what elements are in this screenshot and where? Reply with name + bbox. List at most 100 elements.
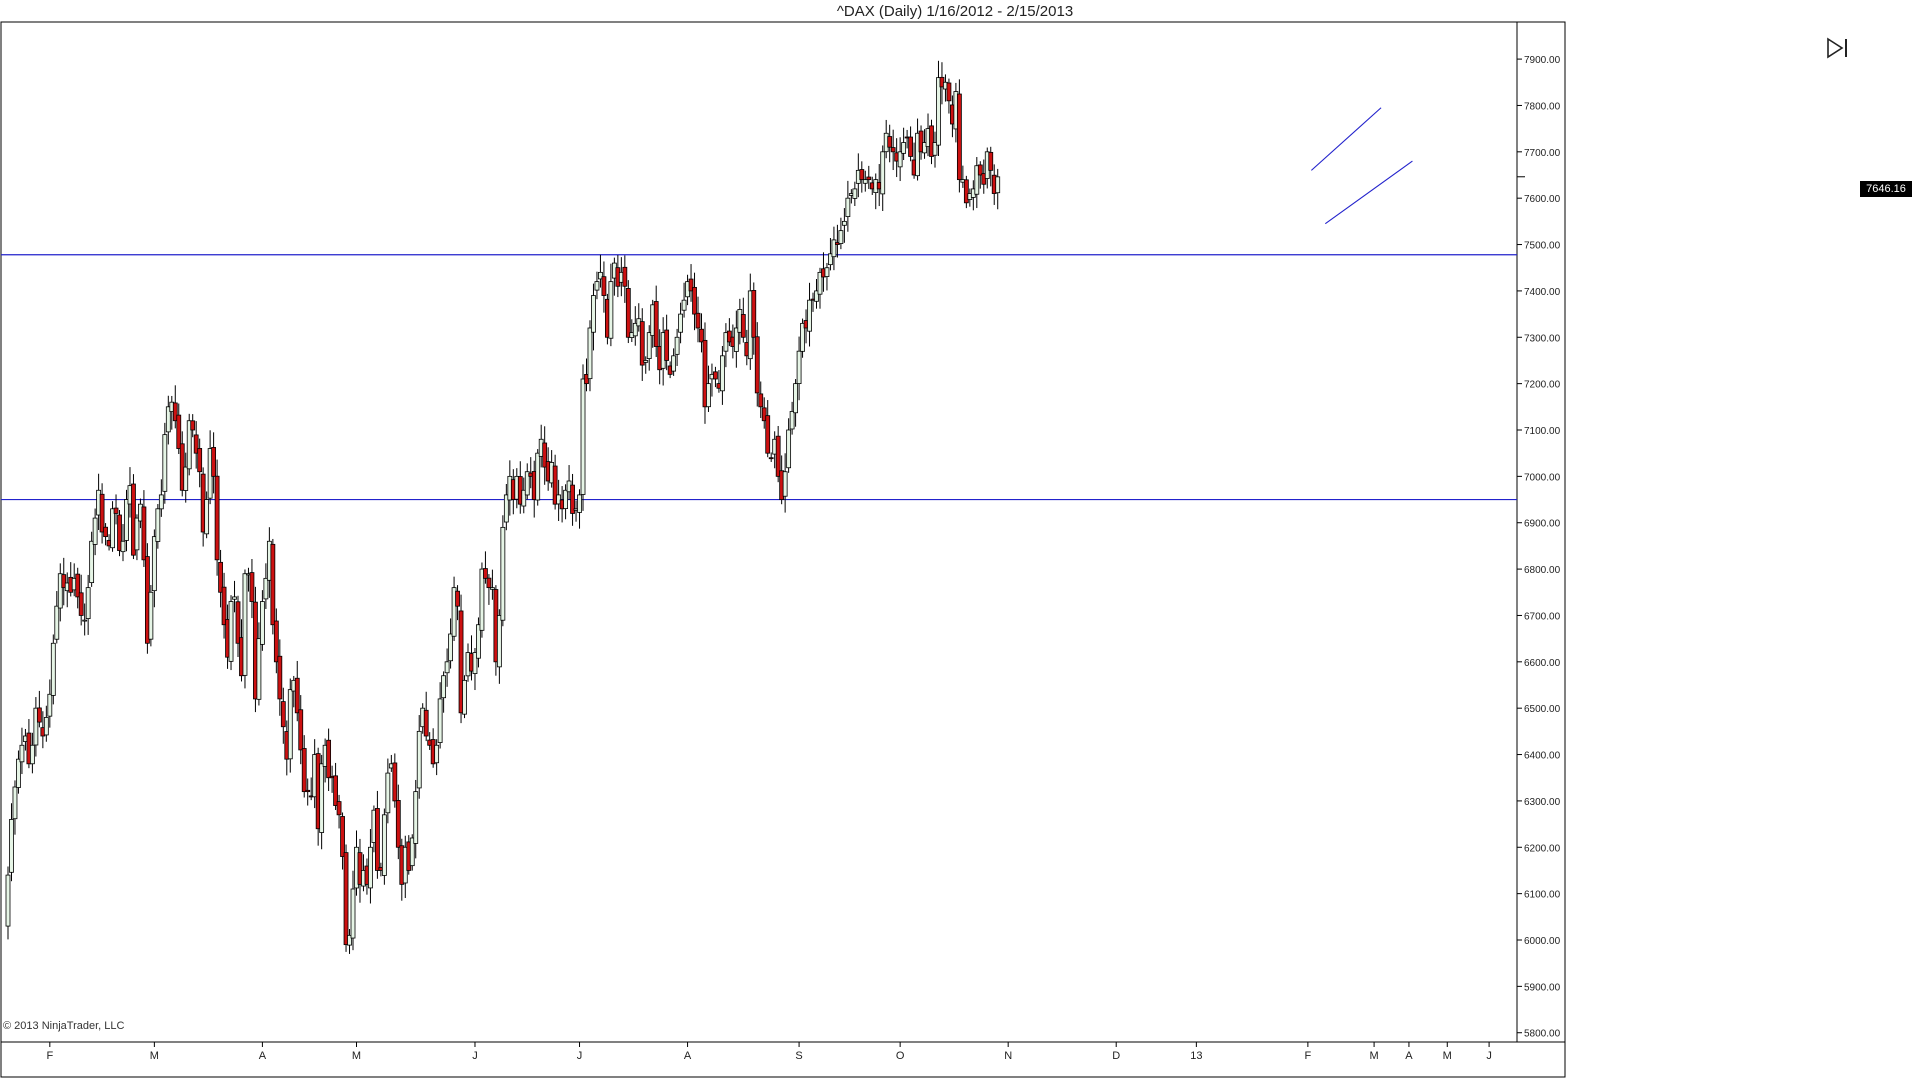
candle-body: [462, 679, 467, 715]
candle-body: [789, 411, 795, 430]
candle-body: [768, 457, 774, 460]
candle-body: [720, 355, 725, 392]
x-tick-label: S: [795, 1050, 802, 1062]
candle-body: [587, 327, 593, 380]
y-tick-label: 6000.00: [1524, 936, 1561, 947]
candle-body: [841, 220, 847, 226]
channel-line[interactable]: [1324, 160, 1413, 225]
candle-body: [120, 540, 126, 553]
last-price-label: 7646.16: [1860, 181, 1912, 197]
candle-body: [500, 526, 506, 621]
candle-body: [5, 874, 11, 927]
candle-body: [375, 808, 380, 871]
candle-body: [625, 287, 631, 338]
skip-to-end-icon: [1827, 37, 1847, 59]
candle-body: [259, 601, 265, 645]
candle-body: [706, 383, 711, 408]
y-tick-label: 7500.00: [1524, 241, 1561, 252]
candle-body: [796, 350, 802, 385]
candle-body: [800, 322, 805, 352]
candle-body: [92, 517, 98, 545]
candle-body: [9, 819, 14, 873]
candle-body: [162, 434, 168, 492]
candle-body: [117, 514, 122, 551]
candle-body: [577, 494, 582, 513]
candle-body: [880, 151, 886, 195]
candle-body: [158, 494, 164, 510]
candle-body: [277, 655, 283, 700]
y-tick-label: 6700.00: [1524, 611, 1561, 622]
candle-body: [929, 125, 934, 157]
candle-body: [643, 360, 649, 363]
candle-body: [294, 677, 300, 714]
skip-to-end-button[interactable]: [1825, 36, 1851, 60]
candle-body: [82, 619, 88, 622]
x-tick-label: A: [1405, 1050, 1413, 1062]
candle-body: [448, 633, 453, 662]
x-tick-label: A: [684, 1050, 692, 1062]
candle-body: [601, 276, 607, 296]
candle-body: [190, 420, 196, 431]
candle-body: [235, 601, 241, 644]
candle-body: [496, 615, 502, 668]
candle-body: [43, 717, 49, 736]
candle-body: [859, 169, 865, 181]
candle-body: [423, 709, 429, 737]
candle-body: [368, 846, 373, 889]
candle-body: [845, 197, 851, 218]
candle-body: [455, 590, 460, 607]
candle-body: [963, 179, 969, 204]
candle-body: [301, 748, 307, 793]
candle-body: [214, 475, 220, 561]
candle-body: [664, 329, 670, 361]
candle-body: [273, 620, 279, 663]
candle-body: [556, 494, 562, 505]
candle-body: [838, 230, 844, 244]
y-tick-label: 7200.00: [1524, 380, 1561, 391]
candle-body: [988, 151, 994, 171]
candle-body: [486, 577, 492, 589]
y-tick-label: 7300.00: [1524, 333, 1561, 344]
y-tick-label: 5800.00: [1524, 1029, 1561, 1040]
candle-body: [350, 888, 356, 939]
candle-body: [172, 402, 178, 422]
candle-body: [932, 142, 938, 156]
x-tick-label: J: [577, 1050, 583, 1062]
candle-body: [699, 328, 704, 343]
candle-body: [54, 605, 60, 640]
candle-body: [646, 332, 652, 359]
candle-body: [591, 295, 596, 333]
candle-body: [897, 151, 903, 168]
candle-body: [936, 77, 941, 146]
candle-body: [681, 299, 687, 311]
candle-body: [765, 415, 771, 454]
y-tick-label: 6400.00: [1524, 751, 1561, 762]
y-tick-label: 6200.00: [1524, 843, 1561, 854]
candle-body: [89, 540, 95, 584]
candle-body: [193, 434, 199, 454]
candle-body: [392, 762, 398, 802]
candle-body: [793, 383, 798, 414]
candle-body: [78, 592, 84, 616]
candle-body: [733, 327, 739, 352]
y-tick-label: 7900.00: [1524, 55, 1561, 66]
candle-body: [761, 407, 767, 422]
x-tick-label: M: [1370, 1050, 1379, 1062]
candle-body: [639, 321, 645, 366]
candle-body: [165, 406, 171, 433]
candle-body: [319, 763, 325, 833]
y-tick-label: 7100.00: [1524, 426, 1561, 437]
x-tick-label: J: [472, 1050, 478, 1062]
chart-title: ^DAX (Daily) 1/16/2012 - 2/15/2013: [836, 3, 1074, 20]
candle-body: [61, 574, 67, 589]
candle-body: [29, 744, 35, 765]
candle-body: [758, 393, 764, 408]
candle-body: [674, 336, 680, 355]
candle-body: [678, 313, 683, 333]
channel-line[interactable]: [1310, 107, 1382, 171]
candle-body: [47, 693, 53, 717]
candle-body: [521, 489, 527, 507]
x-tick-label: J: [1486, 1050, 1492, 1062]
y-tick-label: 7000.00: [1524, 472, 1561, 483]
